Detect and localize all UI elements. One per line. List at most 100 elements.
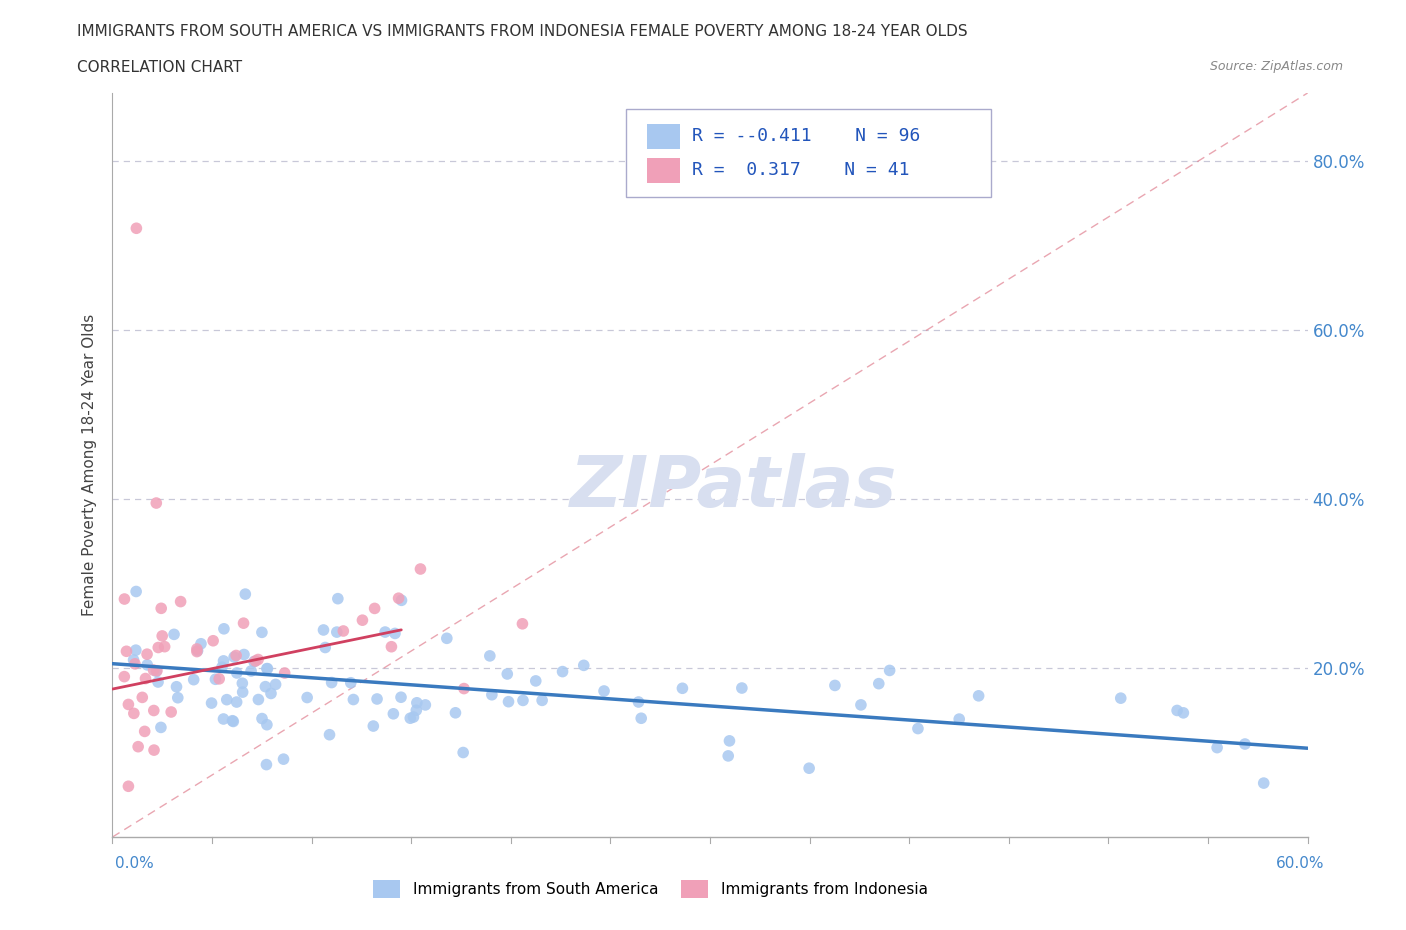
Point bbox=[512, 693, 534, 708]
Point bbox=[572, 658, 595, 672]
Point bbox=[849, 698, 872, 712]
Point bbox=[145, 496, 167, 511]
FancyBboxPatch shape bbox=[627, 110, 991, 197]
Point bbox=[232, 684, 254, 699]
Point bbox=[273, 666, 295, 681]
Point bbox=[224, 649, 246, 664]
Legend: Immigrants from South America, Immigrants from Indonesia: Immigrants from South America, Immigrant… bbox=[367, 874, 934, 904]
Point bbox=[352, 613, 374, 628]
Text: R = --0.411    N = 96: R = --0.411 N = 96 bbox=[692, 127, 921, 145]
Point bbox=[384, 626, 406, 641]
Point bbox=[731, 681, 754, 696]
Point bbox=[150, 601, 173, 616]
Point bbox=[1233, 737, 1256, 751]
Point bbox=[797, 761, 820, 776]
Point bbox=[232, 616, 254, 631]
Point bbox=[142, 663, 165, 678]
Point bbox=[134, 724, 156, 738]
Point bbox=[190, 636, 212, 651]
Point bbox=[295, 690, 318, 705]
Point bbox=[240, 664, 263, 679]
Point bbox=[415, 698, 437, 712]
Point bbox=[125, 220, 148, 235]
Point bbox=[148, 640, 170, 655]
Point bbox=[247, 692, 270, 707]
Point bbox=[332, 623, 354, 638]
Point bbox=[718, 734, 741, 749]
Point bbox=[117, 778, 139, 793]
Point bbox=[342, 692, 364, 707]
Point bbox=[593, 684, 616, 698]
Text: IMMIGRANTS FROM SOUTH AMERICA VS IMMIGRANTS FROM INDONESIA FEMALE POVERTY AMONG : IMMIGRANTS FROM SOUTH AMERICA VS IMMIGRA… bbox=[77, 24, 967, 39]
Point bbox=[122, 706, 145, 721]
Point bbox=[824, 678, 846, 693]
Point bbox=[314, 640, 336, 655]
Point bbox=[125, 643, 148, 658]
Point bbox=[496, 667, 519, 682]
Point bbox=[405, 703, 427, 718]
Point bbox=[363, 719, 385, 734]
Point bbox=[318, 727, 340, 742]
Point bbox=[967, 688, 990, 703]
Point bbox=[260, 686, 283, 701]
Point bbox=[671, 681, 693, 696]
Point bbox=[225, 648, 247, 663]
Point bbox=[187, 644, 209, 658]
Point bbox=[204, 671, 226, 686]
Point bbox=[326, 625, 349, 640]
Text: ZIPatlas: ZIPatlas bbox=[571, 453, 897, 522]
Point bbox=[1166, 703, 1188, 718]
Point bbox=[1109, 691, 1132, 706]
Point bbox=[146, 674, 169, 689]
Point bbox=[122, 653, 145, 668]
Point bbox=[512, 617, 534, 631]
Point bbox=[183, 672, 205, 687]
Point bbox=[112, 670, 135, 684]
Point bbox=[273, 751, 295, 766]
Point bbox=[243, 654, 266, 669]
Point bbox=[630, 711, 652, 725]
Point bbox=[225, 666, 247, 681]
Point bbox=[374, 625, 396, 640]
Point bbox=[117, 697, 139, 711]
Point bbox=[231, 676, 253, 691]
Point bbox=[169, 594, 191, 609]
Point bbox=[907, 721, 929, 736]
Point bbox=[245, 654, 267, 669]
Point bbox=[115, 644, 138, 658]
Point bbox=[948, 711, 970, 726]
Point bbox=[136, 646, 159, 661]
Point bbox=[326, 591, 349, 606]
Point bbox=[114, 591, 136, 606]
Point bbox=[186, 644, 208, 659]
Text: 0.0%: 0.0% bbox=[115, 856, 155, 870]
Point bbox=[363, 601, 385, 616]
Point bbox=[212, 654, 235, 669]
Point bbox=[200, 696, 222, 711]
Point bbox=[125, 584, 148, 599]
Point bbox=[399, 711, 422, 725]
Point bbox=[339, 675, 361, 690]
Point bbox=[250, 625, 273, 640]
Point bbox=[221, 713, 243, 728]
Point bbox=[436, 631, 458, 645]
Text: Source: ZipAtlas.com: Source: ZipAtlas.com bbox=[1209, 60, 1343, 73]
Point bbox=[149, 720, 172, 735]
Point bbox=[1206, 740, 1229, 755]
Point bbox=[254, 679, 277, 694]
Point bbox=[215, 692, 238, 707]
Point bbox=[131, 690, 153, 705]
Point bbox=[405, 696, 427, 711]
Point bbox=[402, 710, 425, 724]
Point bbox=[166, 679, 188, 694]
Point bbox=[387, 591, 409, 605]
Point bbox=[211, 659, 233, 674]
Y-axis label: Female Poverty Among 18-24 Year Olds: Female Poverty Among 18-24 Year Olds bbox=[82, 314, 97, 617]
Point bbox=[145, 664, 167, 679]
Bar bbox=[647, 124, 681, 149]
Point bbox=[409, 562, 432, 577]
Bar bbox=[647, 158, 681, 183]
Text: R =  0.317    N = 41: R = 0.317 N = 41 bbox=[692, 162, 910, 179]
Point bbox=[391, 593, 413, 608]
Point bbox=[233, 647, 256, 662]
